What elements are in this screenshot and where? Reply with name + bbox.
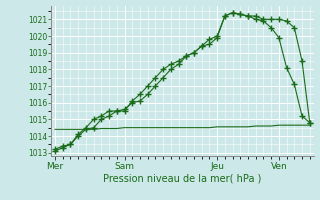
X-axis label: Pression niveau de la mer( hPa ): Pression niveau de la mer( hPa ) <box>103 173 261 183</box>
